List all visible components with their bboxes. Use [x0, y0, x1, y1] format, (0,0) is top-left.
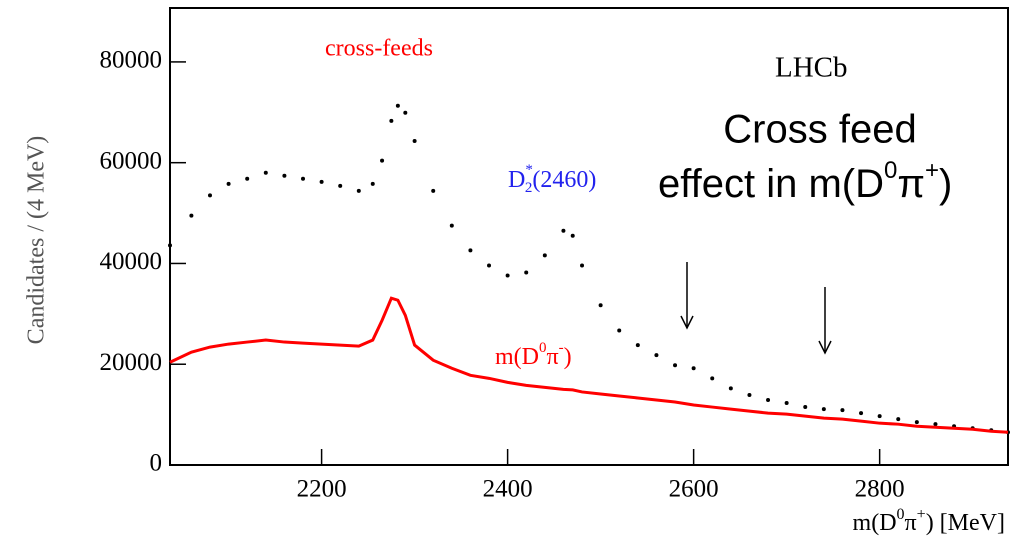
data-point [542, 253, 547, 258]
data-point [282, 173, 287, 178]
annotation: m(D0π-) [495, 340, 572, 369]
data-point [747, 392, 752, 397]
y-tick-label: 20000 [100, 349, 163, 376]
data-point [859, 411, 864, 416]
data-point [635, 343, 640, 348]
data-point [598, 303, 603, 308]
data-point [370, 181, 375, 186]
y-tick-label: 0 [150, 450, 163, 477]
data-point [487, 263, 492, 268]
data-point [654, 353, 659, 358]
data-point [691, 366, 696, 371]
data-point [673, 363, 678, 368]
y-tick-label: 60000 [100, 147, 163, 174]
data-point [914, 420, 919, 425]
arrow [818, 287, 832, 355]
data-point [412, 139, 417, 144]
data-point [933, 422, 938, 427]
x-tick-label: 2400 [483, 476, 533, 503]
data-point [710, 376, 715, 381]
data-point [263, 170, 268, 175]
data-point [395, 103, 400, 108]
y-tick-label: 80000 [100, 47, 163, 74]
data-point [840, 408, 845, 413]
plot-frame [169, 7, 1009, 466]
data-point [524, 270, 529, 275]
data-point [561, 228, 566, 233]
data-point [896, 417, 901, 422]
data-point [803, 405, 808, 410]
y-axis-label: Candidates / (4 MeV) [24, 136, 50, 345]
data-point [226, 181, 231, 186]
data-point [389, 118, 394, 123]
y-tick-label: 40000 [100, 248, 163, 275]
annotation: cross-feeds [325, 36, 433, 62]
data-point [338, 183, 343, 188]
data-point [245, 176, 250, 181]
data-point [380, 158, 385, 163]
annotation: LHCb [775, 52, 848, 84]
data-point [356, 188, 361, 193]
data-point [189, 213, 194, 218]
data-point [505, 273, 510, 278]
data-point [319, 179, 324, 184]
data-point [570, 233, 575, 238]
x-tick-label: 2600 [669, 476, 719, 503]
data-point [449, 223, 454, 228]
annotation: D* 2(2460) [508, 162, 596, 196]
data-point [301, 176, 306, 181]
arrow [680, 262, 694, 330]
data-point [821, 407, 826, 412]
x-axis-label: m(D0π+) [MeV] [853, 506, 1005, 536]
data-point [617, 328, 622, 333]
data-point [784, 401, 789, 406]
data-point [207, 193, 212, 198]
overlay-text: effect in m(D0π+) [658, 157, 952, 205]
data-point [877, 414, 882, 419]
data-point [728, 386, 733, 391]
x-tick-label: 2800 [855, 476, 905, 503]
data-point [468, 248, 473, 253]
data-point [431, 188, 436, 193]
overlay-text: Cross feed [723, 108, 916, 152]
data-point [766, 398, 771, 403]
x-tick-label: 2200 [297, 476, 347, 503]
data-point [580, 263, 585, 268]
data-point [168, 243, 172, 248]
series-line [169, 296, 1009, 434]
data-point [403, 110, 408, 115]
